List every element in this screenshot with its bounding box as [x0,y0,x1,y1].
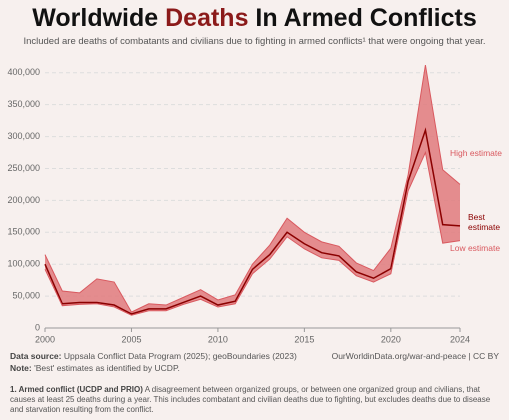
series-line [44,127,461,315]
y-tick-label: 200,000 [7,195,40,205]
x-tick-label: 2000 [35,334,55,344]
footnote-line: 1. Armed conflict (UCDP and PRIO) A disa… [10,385,500,415]
y-tick-label: 0 [35,322,40,332]
y-tick-label: 100,000 [7,259,40,269]
note: 'Best' estimates as identified by UCDP. [34,363,180,373]
title-part: Worldwide [32,4,166,32]
title-part: In Armed Conflicts [248,4,477,32]
series-line [44,65,461,313]
footnote: A disagreement between organized groups,… [10,385,491,414]
source-line: Data source: Uppsala Conflict Data Progr… [10,351,297,361]
y-tick-label: 400,000 [7,67,40,77]
x-tick-label: 2020 [381,334,401,344]
y-tick-label: 150,000 [7,227,40,237]
note-label: Note: [10,363,32,373]
subtitle: Included are deaths of combatants and ci… [23,36,486,47]
series-label: High estimate [450,148,502,158]
y-tick-label: 50,000 [12,290,40,300]
y-tick-label: 300,000 [7,131,40,141]
x-tick-label: 2015 [294,334,314,344]
x-tick-label: 2024 [450,334,470,344]
x-tick-label: 2010 [208,334,228,344]
y-tick-label: 250,000 [7,163,40,173]
series-label: Low estimate [450,243,501,253]
y-tick-label: 350,000 [7,99,40,109]
series-label: Best estimate [468,212,501,232]
band [45,65,460,316]
footnote-label: 1. Armed conflict (UCDP and PRIO) [10,385,143,394]
title-highlight: Deaths [165,4,249,32]
chart: 0 50,000 100,000 150,000 200,000 250,000 300,0… [7,65,470,344]
title: Worldwide Deaths In Armed Conflicts [0,4,509,33]
source-label: Data source: [10,351,62,361]
note-line: Note: 'Best' estimates as identified by … [10,363,180,373]
source: Uppsala Conflict Data Program (2025); ge… [63,351,297,361]
url: OurWorldinData.org/war-and-peace | CC BY [331,351,499,361]
series-line [44,150,461,316]
x-tick-label: 2005 [121,334,141,344]
